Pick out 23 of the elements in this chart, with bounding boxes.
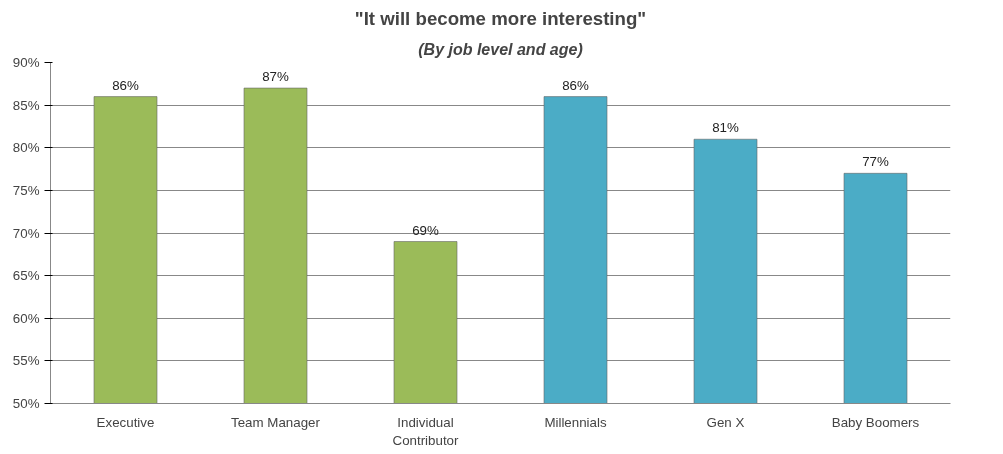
chart-title: "It will become more interesting" xyxy=(354,7,647,29)
y-tick-label: 55% xyxy=(12,353,40,369)
y-tick-label: 60% xyxy=(12,310,40,326)
y-tick-label: 65% xyxy=(12,268,40,284)
x-tick-label: Baby Boomers xyxy=(831,414,920,430)
y-tick-label: 90% xyxy=(12,55,40,70)
data-label: 86% xyxy=(112,77,139,93)
x-tick-label: Individual Contributor xyxy=(392,414,460,448)
data-label: 77% xyxy=(862,154,889,170)
x-tick-label: Executive xyxy=(96,414,155,430)
y-tick-label: 80% xyxy=(12,140,40,156)
y-tick-label: 75% xyxy=(12,182,40,198)
chart-subtitle: (By job level and age) xyxy=(418,40,583,58)
data-label: 86% xyxy=(562,77,589,93)
y-tick-label: 50% xyxy=(12,396,40,411)
data-label: 81% xyxy=(712,120,739,136)
x-tick-label: Gen X xyxy=(706,414,745,430)
y-tick-label: 85% xyxy=(12,97,40,113)
data-label: 87% xyxy=(262,69,289,85)
y-tick-label: 70% xyxy=(12,225,40,241)
x-tick-label: Millennials xyxy=(544,414,607,430)
data-label: 69% xyxy=(412,222,439,238)
x-tick-label: Team Manager xyxy=(231,414,321,430)
